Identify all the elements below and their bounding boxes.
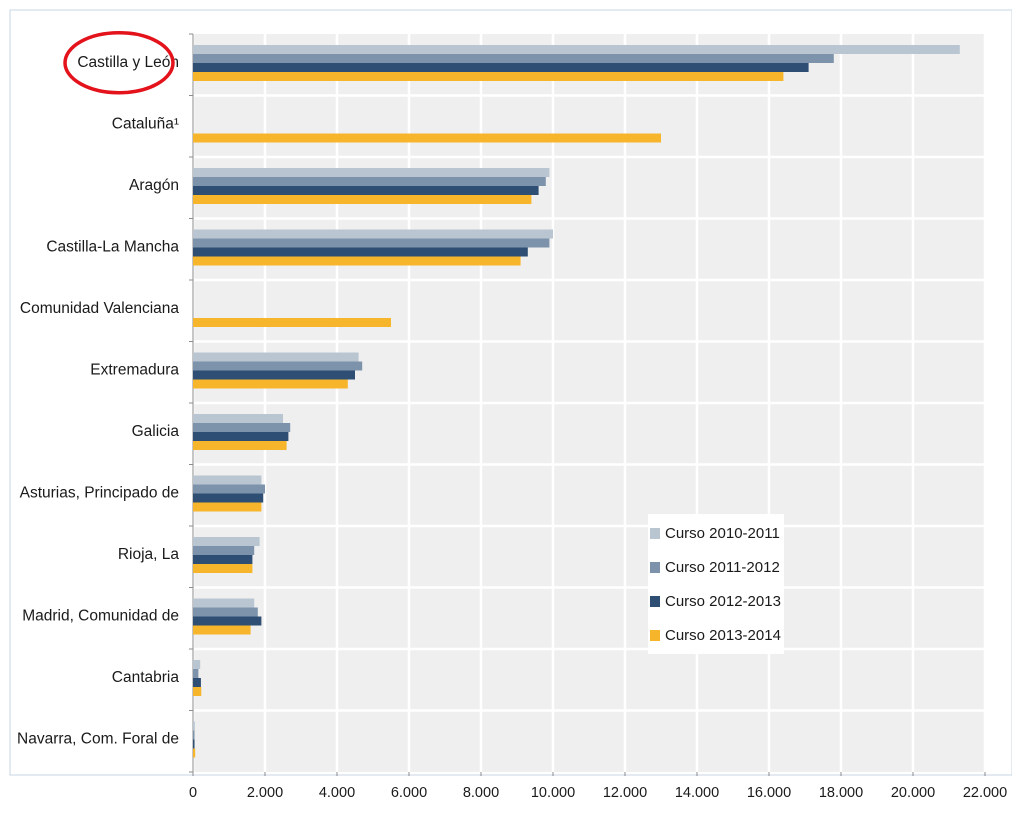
bar-4-2: [193, 133, 661, 143]
bar-3-6: [193, 370, 355, 380]
bar-3-12: [193, 739, 195, 749]
bar-4-9: [193, 564, 253, 573]
bar-2-7: [193, 423, 291, 432]
bar-1-12: [193, 721, 195, 731]
bar-2-12: [193, 730, 195, 740]
bar-4-5: [193, 318, 391, 327]
bar-3-10: [193, 616, 262, 626]
bar-1-11: [193, 660, 201, 669]
bar-4-12: [193, 748, 196, 758]
category-label: Cataluña¹: [112, 115, 179, 132]
bar-2-1: [193, 54, 834, 63]
bar-3-4: [193, 247, 528, 257]
x-tick-label: 12.000: [603, 785, 647, 801]
legend-box: [648, 514, 784, 654]
legend-swatch: [650, 528, 660, 539]
bar-1-6: [193, 352, 359, 362]
bar-4-6: [193, 379, 348, 389]
bar-1-3: [193, 168, 550, 177]
bar-1-9: [193, 537, 260, 546]
x-tick-label: 2.000: [247, 785, 283, 801]
x-tick-label: 16.000: [747, 785, 791, 801]
category-label: Madrid, Comunidad de: [22, 607, 179, 624]
bar-1-8: [193, 475, 262, 485]
bar-2-3: [193, 177, 546, 186]
highlight-circle: [63, 31, 175, 95]
legend-label: Curso 2012-2013: [665, 593, 781, 610]
category-label: Extremadura: [90, 361, 179, 378]
category-label: Navarra, Com. Foral de: [17, 730, 179, 747]
category-label: Castilla-La Mancha: [46, 238, 179, 255]
bar-4-8: [193, 502, 262, 512]
category-label: Castilla y León: [77, 54, 179, 71]
x-tick-label: 10.000: [531, 785, 575, 801]
bar-2-10: [193, 607, 258, 617]
bar-4-1: [193, 72, 784, 81]
bar-3-11: [193, 678, 201, 687]
category-label: Comunidad Valenciana: [20, 300, 180, 317]
legend-swatch: [650, 562, 660, 573]
bar-1-10: [193, 598, 255, 608]
legend-label: Curso 2011-2012: [665, 559, 780, 576]
category-label: Asturias, Principado de: [20, 484, 179, 501]
bar-2-4: [193, 238, 550, 248]
bar-4-4: [193, 256, 521, 266]
bar-4-11: [193, 687, 202, 696]
bar-2-11: [193, 669, 199, 678]
bar-3-3: [193, 186, 539, 195]
bar-4-3: [193, 195, 532, 204]
legend-label: Curso 2013-2014: [665, 627, 781, 644]
x-tick-label: 14.000: [675, 785, 719, 801]
x-tick-label: 6.000: [391, 785, 427, 801]
bar-1-4: [193, 229, 553, 239]
x-tick-label: 20.000: [891, 785, 935, 801]
bar-4-7: [193, 441, 287, 450]
bar-3-8: [193, 493, 264, 503]
bar-3-7: [193, 432, 289, 441]
category-label: Galicia: [132, 423, 180, 440]
category-label: Rioja, La: [118, 546, 180, 563]
category-label: Aragón: [129, 177, 179, 194]
x-tick-label: 18.000: [819, 785, 863, 801]
x-tick-label: 0: [189, 785, 197, 801]
bar-2-8: [193, 484, 265, 494]
bar-4-10: [193, 625, 251, 635]
legend-swatch: [650, 596, 660, 607]
bar-2-9: [193, 546, 255, 555]
bar-3-9: [193, 555, 253, 564]
legend-label: Curso 2010-2011: [665, 525, 780, 542]
x-tick-label: 8.000: [463, 785, 499, 801]
x-tick-label: 4.000: [319, 785, 355, 801]
legend-swatch: [650, 630, 660, 641]
category-label: Cantabria: [112, 669, 180, 686]
bar-1-7: [193, 414, 283, 423]
bar-1-1: [193, 45, 960, 54]
x-tick-label: 22.000: [963, 785, 1007, 801]
bar-2-6: [193, 361, 363, 371]
bar-3-1: [193, 63, 809, 72]
